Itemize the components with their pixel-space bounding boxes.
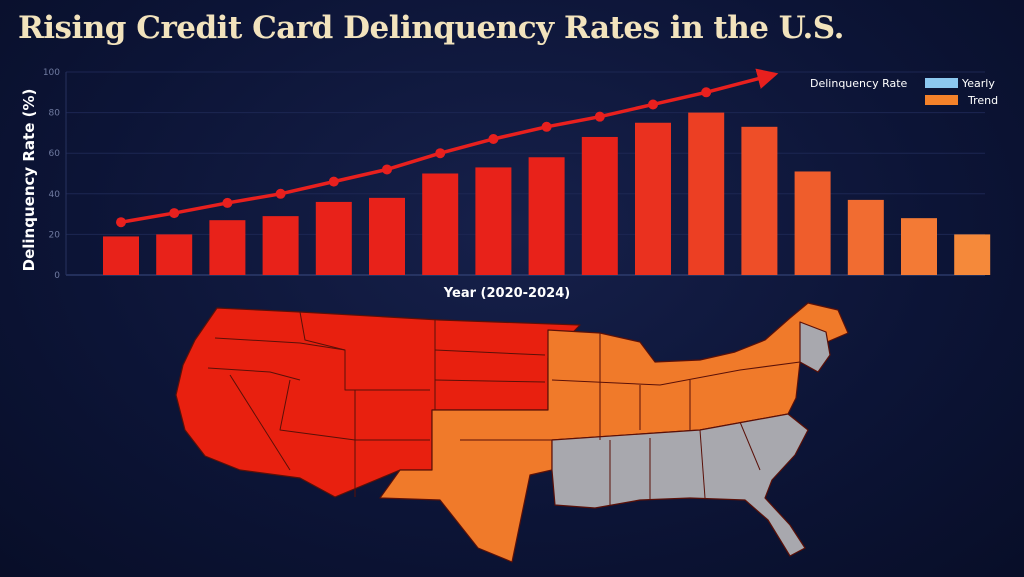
y-tick-label: 0 (54, 271, 60, 281)
bar (262, 216, 299, 275)
y-tick-label: 40 (49, 190, 61, 200)
trend-point (328, 176, 339, 187)
map-region-southeast (551, 413, 809, 557)
trend-point (222, 197, 233, 208)
y-tick-label: 80 (49, 109, 61, 119)
bar (581, 136, 618, 275)
trend-point (648, 99, 658, 110)
bar (635, 122, 671, 275)
legend-swatch-yearly (925, 78, 958, 88)
bar (475, 167, 512, 275)
y-axis-ticks: 0 20 40 60 80 100 (43, 68, 60, 281)
bar (901, 218, 937, 275)
bar (741, 126, 778, 275)
legend-swatch-trend (925, 95, 958, 105)
bar (369, 197, 405, 275)
y-axis-label: Delinquency Rate (%) (20, 89, 38, 272)
chart-title: Rising Credit Card Delinquency Rates in … (18, 10, 844, 46)
trend-point (169, 208, 180, 219)
bar (794, 171, 831, 275)
y-tick-label: 20 (49, 230, 61, 240)
trend-point (435, 148, 446, 159)
bar (156, 234, 193, 275)
us-map (175, 302, 849, 563)
bar (847, 199, 884, 275)
bar (315, 201, 352, 275)
trend-point (116, 217, 126, 228)
legend-label-yearly: Yearly (961, 77, 995, 90)
trend-point (382, 164, 392, 175)
trend-point (488, 133, 499, 144)
bar (209, 220, 246, 275)
map-region-northeast (799, 321, 831, 373)
grid-lines (66, 71, 985, 235)
bar (422, 173, 459, 275)
trend-point (701, 87, 712, 98)
bar (954, 234, 991, 275)
legend-title: Delinquency Rate (810, 77, 908, 90)
bars (103, 112, 991, 275)
bar (528, 157, 565, 275)
legend: Delinquency Rate Yearly Trend (810, 77, 998, 107)
x-axis-label: Year (2020-2024) (443, 286, 570, 301)
bar (688, 112, 725, 275)
bar (103, 236, 139, 275)
y-tick-label: 60 (49, 149, 61, 159)
trend-point (275, 188, 286, 199)
trend-point (594, 111, 605, 122)
legend-label-trend: Trend (967, 94, 998, 107)
trend-point (541, 121, 552, 132)
trend-line (116, 68, 779, 228)
state-borders (207, 311, 801, 505)
y-tick-label: 100 (43, 68, 60, 78)
